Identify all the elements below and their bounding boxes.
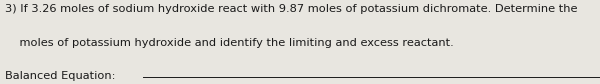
Text: moles of potassium hydroxide and identify the limiting and excess reactant.: moles of potassium hydroxide and identif… bbox=[5, 38, 454, 48]
Text: 3) If 3.26 moles of sodium hydroxide react with 9.87 moles of potassium dichroma: 3) If 3.26 moles of sodium hydroxide rea… bbox=[5, 4, 577, 14]
Text: Balanced Equation:: Balanced Equation: bbox=[5, 71, 115, 81]
